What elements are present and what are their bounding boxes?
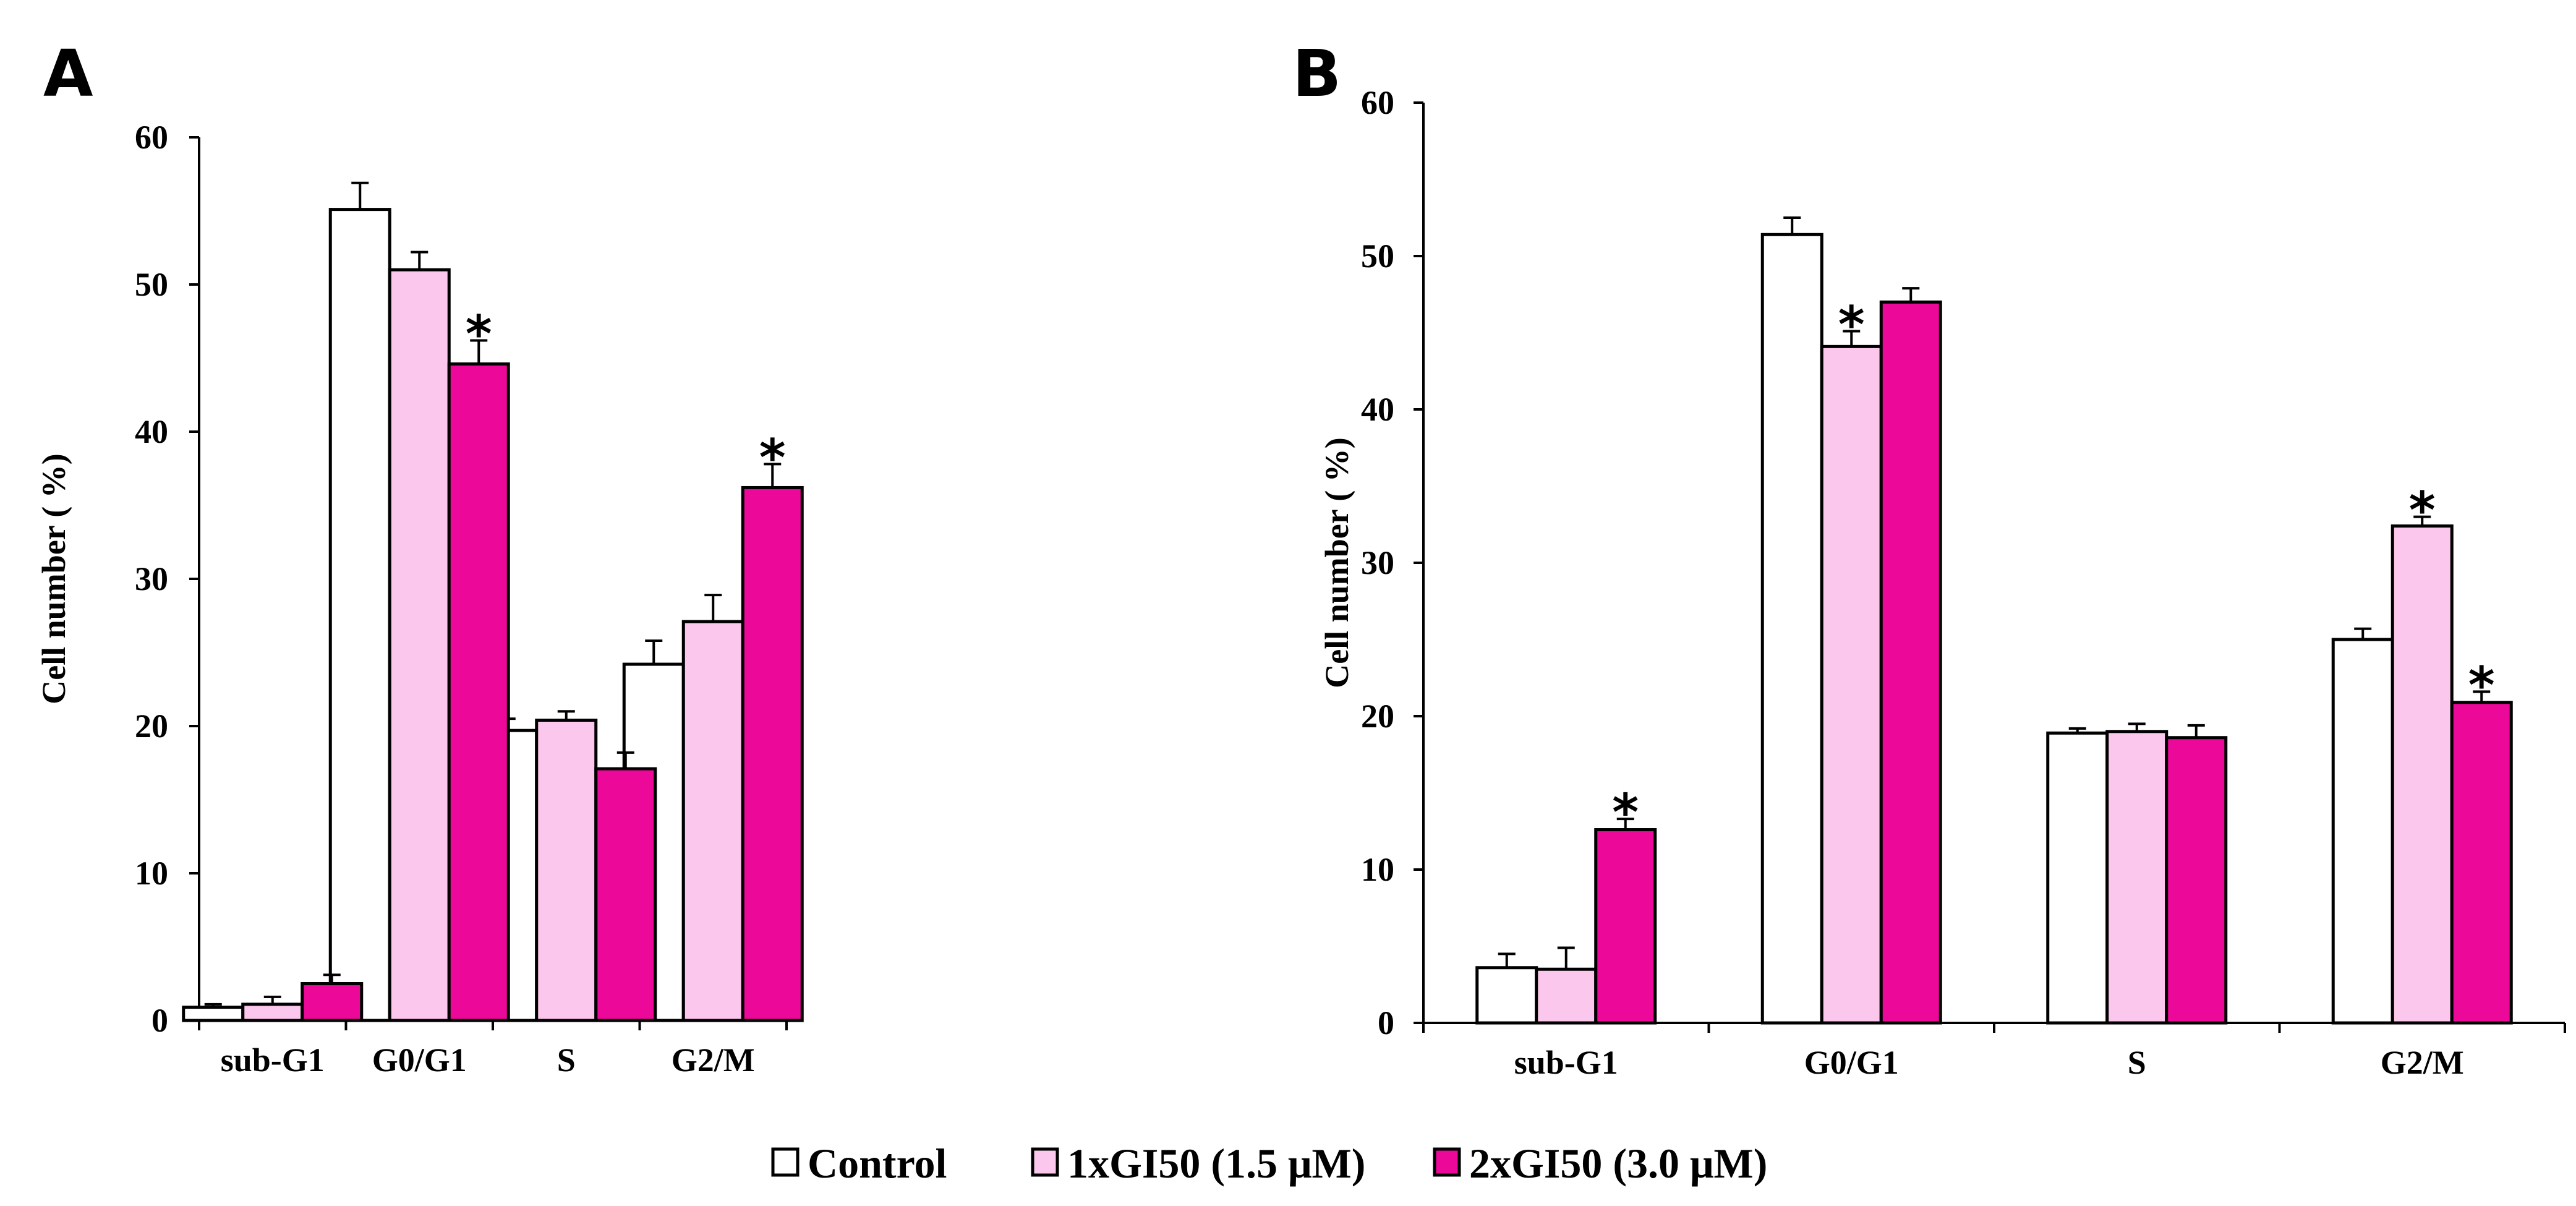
error-bar <box>2187 724 2205 738</box>
error-bar <box>557 710 575 721</box>
panel-letter: A <box>43 36 93 111</box>
bar <box>535 718 598 1022</box>
error-bar <box>323 973 341 984</box>
x-tick-label: S <box>557 1041 576 1079</box>
bar <box>681 620 744 1022</box>
bar <box>2331 638 2394 1025</box>
bar <box>328 208 391 1022</box>
error-bar <box>263 995 281 1004</box>
bar <box>241 1003 304 1022</box>
error-bar <box>704 594 722 622</box>
bar <box>2105 730 2169 1025</box>
x-tick-label: sub-G1 <box>221 1041 325 1079</box>
bar <box>1594 828 1657 1025</box>
panel-letter: B <box>1292 36 1341 111</box>
bar <box>1820 344 1883 1025</box>
panel-b: B 0 10 20 30 40 50 60 sub-G1 G0/G1 S G2/M Cell numb… <box>1292 36 2566 1081</box>
error-bar <box>764 463 782 488</box>
y-tick-label: 10 <box>135 855 168 892</box>
legend-swatch <box>1433 1147 1461 1177</box>
error-bar <box>470 339 488 364</box>
significance-star: * <box>2468 656 2495 715</box>
bar <box>2450 701 2513 1025</box>
bar <box>1535 967 1598 1025</box>
y-tick-label: 40 <box>1361 391 1394 428</box>
y-tick-label: 30 <box>135 560 168 597</box>
bar <box>301 982 364 1022</box>
error-bar <box>204 1003 222 1007</box>
significance-star: * <box>759 429 786 487</box>
x-tick-label: S <box>2128 1044 2146 1081</box>
x-tick-label: sub-G1 <box>1514 1044 1618 1081</box>
y-tick-label: 50 <box>1361 237 1394 275</box>
y-tick-label: 30 <box>1361 544 1394 581</box>
error-bar <box>2128 722 2146 732</box>
bar <box>182 1006 245 1022</box>
y-tick-label: 50 <box>135 266 168 303</box>
error-bar <box>645 639 663 665</box>
error-bar <box>2413 515 2431 526</box>
y-tick-label: 0 <box>1378 1004 1394 1041</box>
legend-swatch <box>771 1147 800 1177</box>
y-tick-label: 10 <box>1361 851 1394 888</box>
error-bar <box>1498 952 1516 968</box>
error-bar <box>2354 627 2372 639</box>
error-bar <box>351 181 369 210</box>
significance-star: * <box>1612 784 1639 842</box>
y-axis-title: Cell number ( %) <box>35 453 72 704</box>
bar <box>388 268 451 1022</box>
panel-a: A 0 10 20 30 40 50 60 sub-G1 G0/G1 S G2/M Cell numb… <box>35 36 804 1079</box>
error-bar <box>1902 287 1920 302</box>
legend: Control 1xGI50 (1.5 μM) 2xGI50 (3.0 μM) <box>771 1140 1767 1187</box>
error-bar <box>1843 330 1861 347</box>
bar <box>1760 233 1823 1025</box>
error-bar <box>411 250 429 270</box>
y-tick-label: 20 <box>135 708 168 745</box>
significance-star: * <box>466 305 492 364</box>
x-tick-label: G0/G1 <box>372 1041 467 1079</box>
x-tick-label: G2/M <box>672 1041 755 1079</box>
y-tick-label: 40 <box>135 413 168 450</box>
x-tick-label: G0/G1 <box>1804 1044 1899 1081</box>
error-bar <box>1557 946 1575 970</box>
bar <box>594 767 657 1022</box>
significance-star: * <box>1838 296 1865 355</box>
bar <box>1475 966 1538 1025</box>
bar <box>1879 300 1942 1025</box>
legend-label: 1xGI50 (1.5 μM) <box>1067 1140 1365 1187</box>
bar <box>741 485 804 1022</box>
significance-star: * <box>2409 482 2436 541</box>
legend-swatch <box>1031 1147 1059 1177</box>
bar <box>2390 524 2454 1025</box>
x-tick-label: G2/M <box>2381 1044 2464 1081</box>
y-axis-title: Cell number ( %) <box>1318 437 1355 688</box>
bar <box>2165 736 2228 1025</box>
error-bar <box>2068 727 2086 733</box>
legend-label: Control <box>808 1140 947 1187</box>
error-bar <box>1783 216 1801 235</box>
error-bar <box>616 751 634 769</box>
error-bar <box>2473 690 2491 703</box>
bar <box>2046 731 2109 1025</box>
bar <box>447 362 510 1022</box>
legend-label: 2xGI50 (3.0 μM) <box>1469 1140 1767 1187</box>
y-tick-label: 60 <box>1361 84 1394 121</box>
y-tick-label: 20 <box>1361 698 1394 735</box>
y-tick-label: 0 <box>151 1002 168 1039</box>
error-bar <box>1616 818 1634 830</box>
y-tick-label: 60 <box>135 119 168 156</box>
